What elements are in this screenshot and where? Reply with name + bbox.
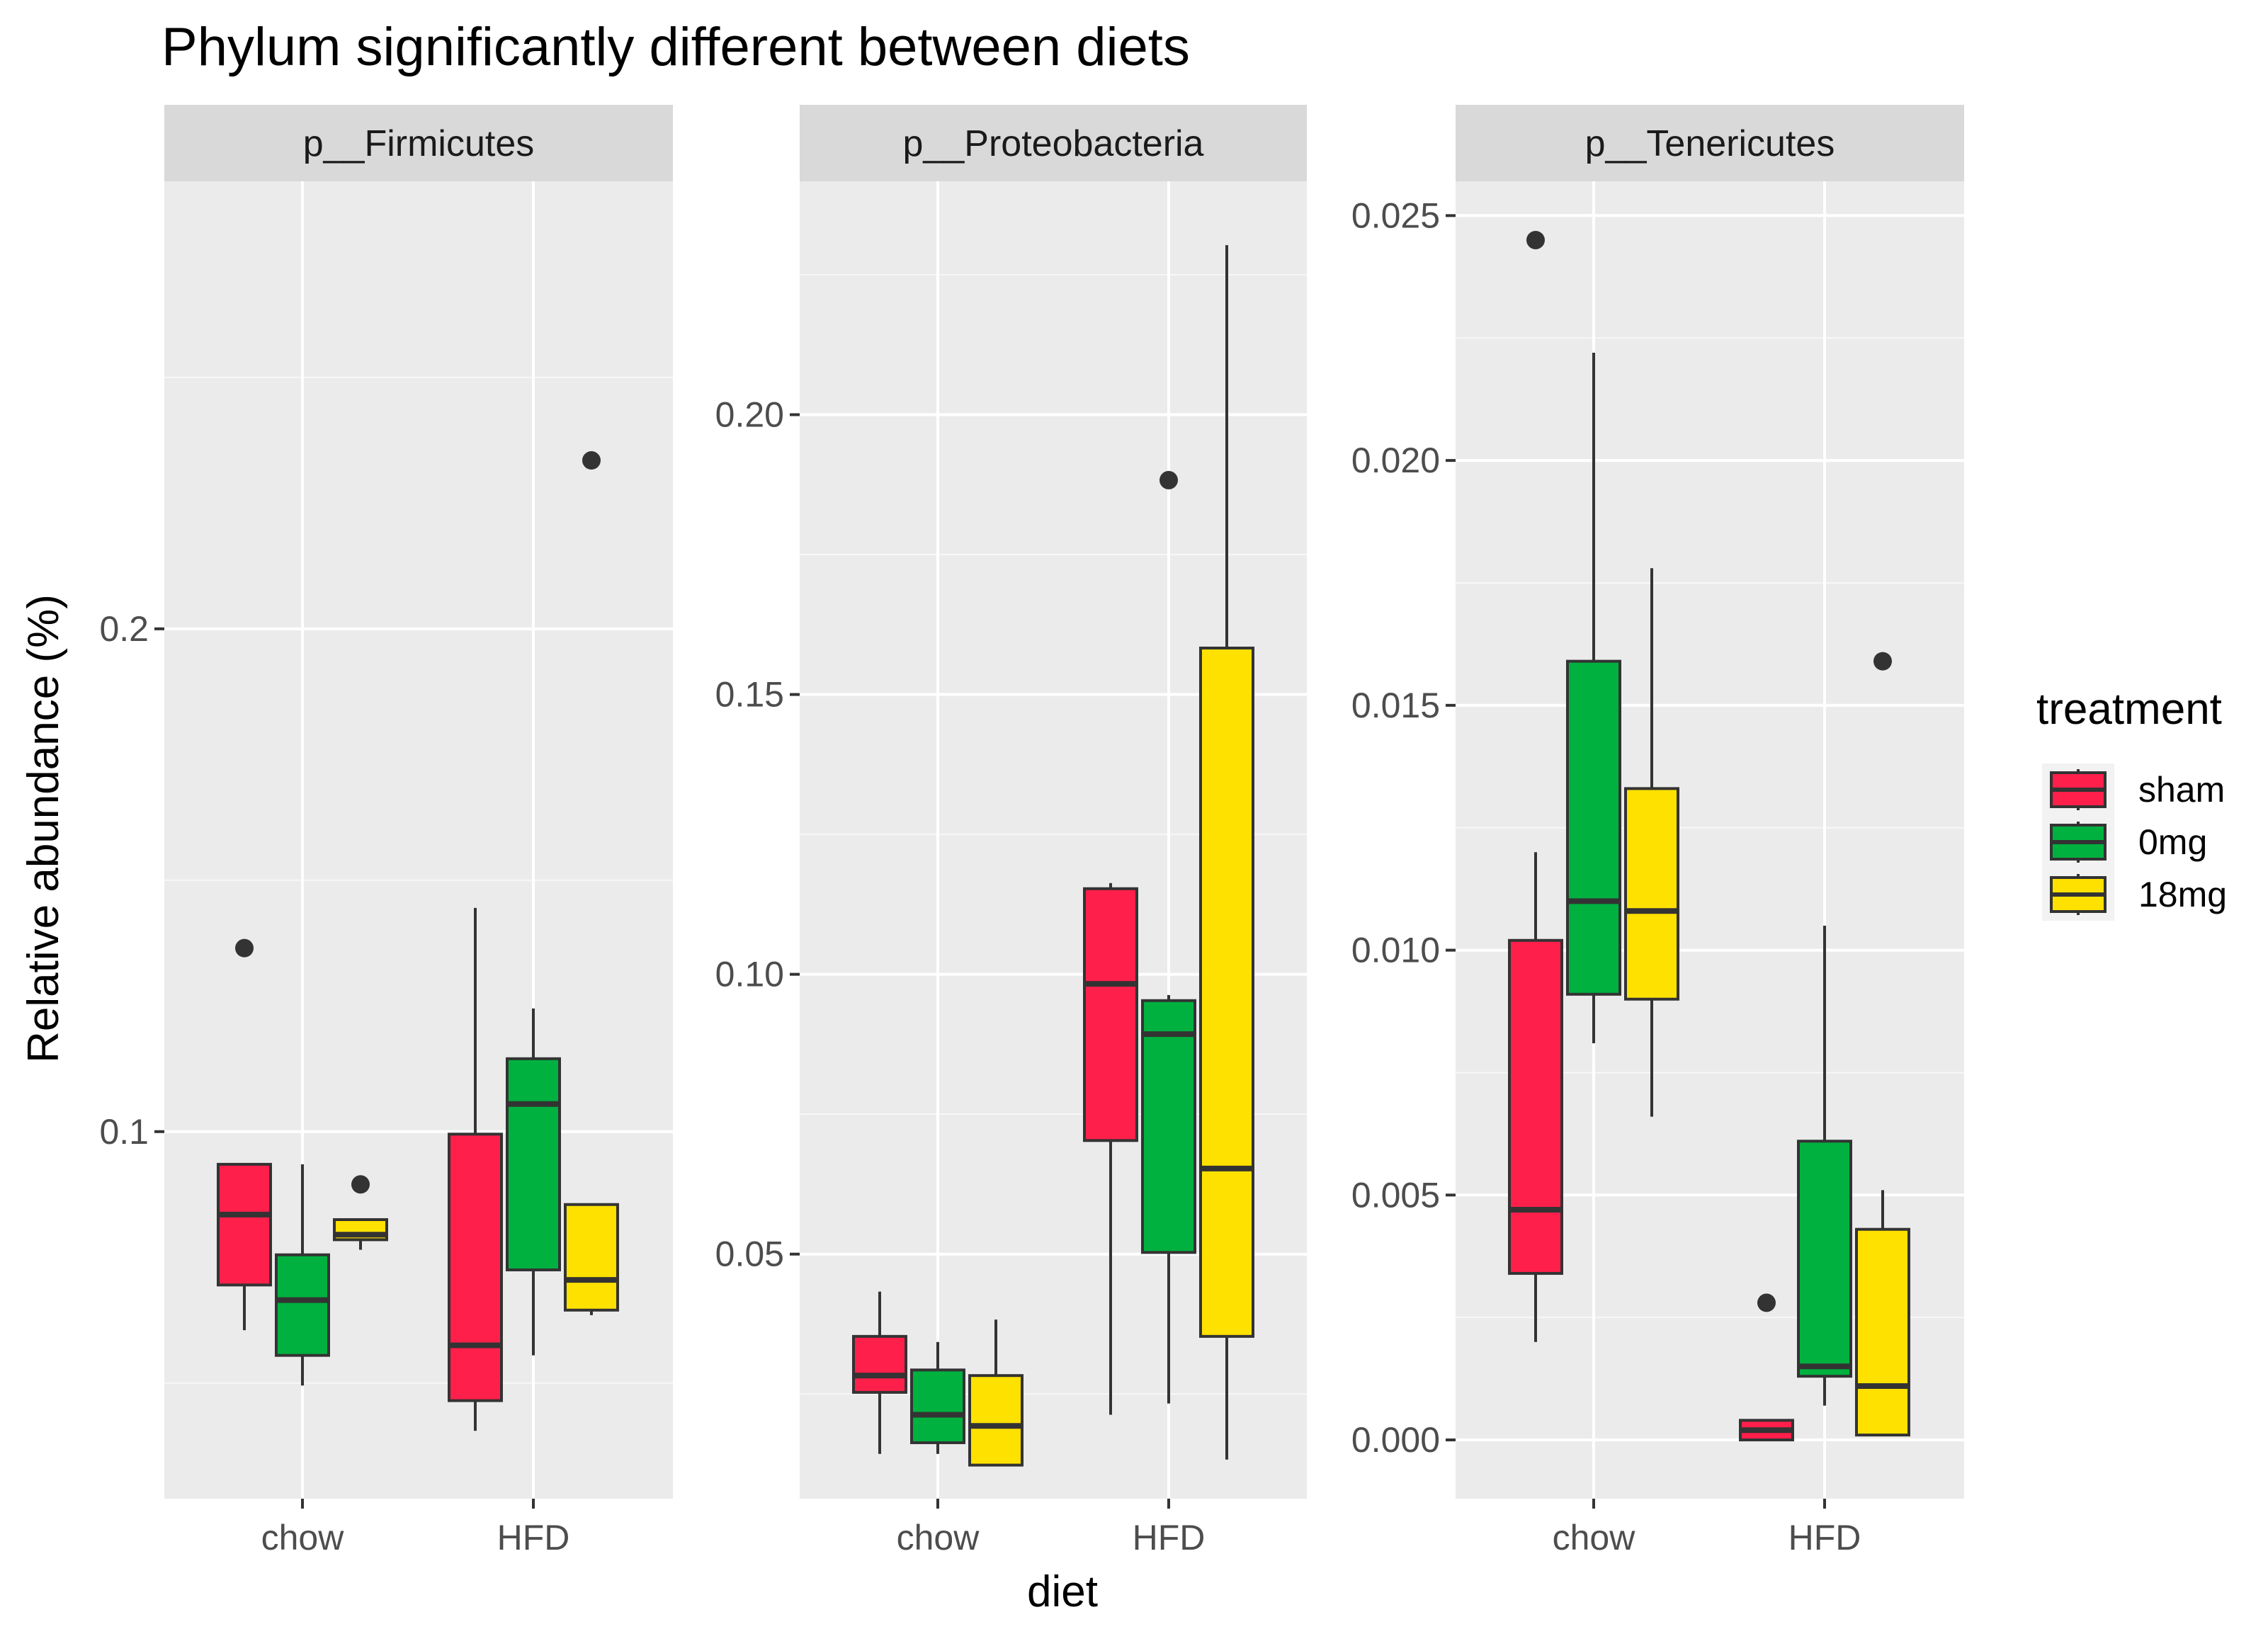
facet-strip: [800, 105, 1307, 181]
legend-label-sham: sham: [2138, 770, 2225, 810]
facet-panel: p__Proteobacteria 0.05 0.10 0.15 0.20 chow HFD: [715, 105, 1307, 1557]
y-tick-label: 0.010: [1351, 931, 1440, 970]
box: [1083, 887, 1138, 1142]
box: [1855, 1227, 1910, 1437]
x-tick-label: chow: [261, 1518, 345, 1557]
y-tick-label: 0.015: [1351, 686, 1440, 725]
box: [1624, 787, 1679, 1001]
box: [852, 1334, 907, 1394]
box: [448, 1133, 503, 1402]
y-tick-label: 0.15: [715, 675, 784, 715]
boxplot-chow-18mg: [968, 1319, 1024, 1467]
box: [217, 1162, 272, 1287]
boxplot-chow-0mg: [910, 1341, 965, 1454]
box: [564, 1203, 619, 1312]
legend-label-0mg: 0mg: [2138, 822, 2207, 862]
box: [1797, 1140, 1852, 1378]
outlier-point: [235, 938, 254, 958]
x-tick-label: HFD: [1133, 1518, 1206, 1557]
y-tick-label: 0.05: [715, 1234, 784, 1274]
boxplot-HFD-sham: [1083, 882, 1138, 1415]
y-tick-label: 0.005: [1351, 1175, 1440, 1215]
boxplot-HFD-0mg: [1797, 926, 1852, 1406]
x-tick-label: HFD: [1788, 1518, 1861, 1557]
legend-title: treatment: [2036, 685, 2222, 734]
boxplot-chow-sham: [852, 1291, 907, 1454]
facet-panel: p__Firmicutes 0.1 0.2 chow HFD: [99, 105, 673, 1557]
y-axis-title: Relative abundance (%): [19, 594, 68, 1063]
legend: treatment sham 0mg 18mg: [2036, 685, 2227, 921]
legend-key-sham: [2050, 769, 2107, 810]
y-tick-label: 0.10: [715, 955, 784, 994]
facet-panel: p__Tenericutes 0.000 0.005 0.010 0.015 0.020 0…: [1351, 105, 1964, 1557]
boxplot-chow-0mg: [275, 1164, 330, 1386]
outlier-point: [351, 1175, 370, 1194]
facet-strip-label: p__Firmicutes: [303, 123, 535, 164]
facet-strip: [164, 105, 673, 181]
box: [1566, 659, 1621, 996]
facet-strip-label: p__Tenericutes: [1585, 123, 1835, 164]
boxplot-chow-sham: [1508, 230, 1563, 1342]
x-tick-label: HFD: [497, 1518, 570, 1557]
boxplot-chow-18mg: [333, 1175, 388, 1250]
box: [1199, 646, 1254, 1338]
x-axis-title: diet: [1027, 1567, 1098, 1616]
y-tick-label: 0.2: [99, 609, 149, 649]
boxplot-HFD-18mg: [1855, 652, 1910, 1437]
boxplot-HFD-0mg: [506, 1008, 561, 1356]
legend-key-18mg: [2050, 874, 2107, 915]
boxplot-chow-0mg: [1566, 353, 1621, 1043]
y-tick-label: 0.000: [1351, 1420, 1440, 1460]
x-tick-label: chow: [897, 1518, 980, 1557]
outlier-point: [1873, 652, 1892, 671]
outlier-point: [1159, 470, 1178, 489]
box: [1141, 999, 1196, 1254]
facet-strip-label: p__Proteobacteria: [903, 123, 1204, 164]
boxplot-HFD-sham: [448, 907, 503, 1431]
y-tick-label: 0.020: [1351, 441, 1440, 480]
x-tick-label: chow: [1553, 1518, 1636, 1557]
box: [968, 1374, 1024, 1467]
outlier-point: [1526, 230, 1545, 249]
outlier-point: [582, 451, 601, 470]
boxplot-HFD-sham: [1739, 1293, 1794, 1442]
y-tick-label: 0.1: [99, 1112, 149, 1152]
boxplot-chow-18mg: [1624, 568, 1679, 1117]
y-tick-label: 0.20: [715, 395, 784, 434]
y-tick-label: 0.025: [1351, 195, 1440, 235]
facet-strip: [1456, 105, 1964, 181]
boxplot-HFD-18mg: [564, 451, 619, 1315]
boxplot-HFD-18mg: [1199, 245, 1254, 1460]
chart-title: Phylum significantly different between d…: [161, 17, 1190, 77]
box: [275, 1253, 330, 1357]
legend-label-18mg: 18mg: [2138, 875, 2227, 914]
box: [506, 1057, 561, 1271]
boxplot-HFD-0mg: [1141, 470, 1196, 1404]
box: [910, 1368, 965, 1444]
outlier-point: [1757, 1293, 1776, 1312]
box: [1508, 938, 1563, 1275]
legend-key-0mg: [2050, 822, 2107, 863]
boxplot-chow-sham: [217, 938, 272, 1331]
